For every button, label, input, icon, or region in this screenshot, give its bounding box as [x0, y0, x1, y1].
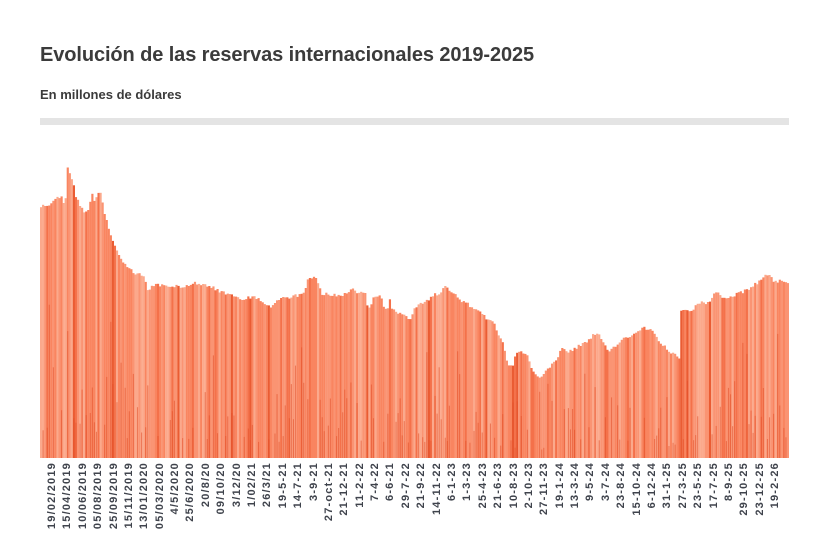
x-axis-tick-label: 29-10-25	[738, 462, 751, 516]
x-axis-tick-label: 27-oct-21	[322, 462, 335, 522]
x-axis-tick-label: 6-6-21	[384, 462, 397, 501]
x-axis-tick-label: 20/8/20	[199, 462, 212, 508]
x-axis-tick-label: 27-3-25	[676, 462, 689, 509]
x-axis-tick-label: 25/09/2019	[107, 462, 120, 530]
x-axis-tick-label: 3-7-24	[599, 462, 612, 501]
x-axis-tick-label: 26/3/21	[261, 462, 274, 508]
x-axis-tick-label: 10-8-23	[507, 462, 520, 509]
x-axis-tick-label: 05/03/2020	[153, 462, 166, 530]
x-axis-tick-label: 17-7-25	[707, 462, 720, 509]
x-axis-tick-label: 21-9-22	[415, 462, 428, 509]
x-axis-tick-label: 15-10-24	[630, 462, 643, 516]
x-axis-tick-label: 3/12/20	[230, 462, 243, 508]
x-axis-tick-label: 23-8-24	[615, 462, 628, 509]
x-axis-tick-label: 25-4-23	[476, 462, 489, 509]
x-axis-tick-label: 14-7-21	[292, 462, 305, 509]
page-title: Evolución de las reservas internacionale…	[40, 44, 535, 66]
x-axis-tick-label: 23-12-25	[753, 462, 766, 516]
header-divider	[40, 118, 789, 125]
x-axis-tick-label: 19/02/2019	[46, 462, 58, 530]
x-axis-tick-label: 14-11-22	[430, 462, 443, 516]
x-axis-tick-label: 2-10-23	[522, 462, 535, 509]
x-axis-tick-label: 10/06/2019	[76, 462, 89, 530]
x-axis-tick-label: 21-6-23	[492, 462, 505, 509]
x-axis-tick-label: 8-9-25	[722, 462, 735, 501]
reserves-bar-chart	[40, 167, 789, 458]
x-axis-tick-label: 19-5-21	[276, 462, 289, 509]
x-axis-tick-label: 4/5/2020	[169, 462, 182, 515]
x-axis-tick-label: 13-3-24	[569, 462, 581, 509]
x-axis-tick-label: 29-7-22	[399, 462, 412, 509]
x-axis-tick-label: 9-5-24	[584, 462, 597, 501]
x-axis-tick-label: 3-9-21	[307, 462, 320, 501]
x-axis-tick-label: 6-12-24	[645, 462, 658, 509]
x-axis-tick-label: 09/10/20	[215, 462, 228, 515]
x-axis-tick-label: 05/08/2019	[92, 462, 105, 530]
x-axis-tick-label: 6-1-23	[446, 462, 458, 501]
x-axis-tick-label: 31-1-25	[661, 462, 674, 509]
x-axis-tick-label: 15/04/2019	[61, 462, 74, 530]
x-axis-tick-label: 7-4-22	[369, 462, 381, 501]
x-axis-tick-label: 23-5-25	[692, 462, 705, 509]
x-axis-tick-label: 19-1-24	[553, 462, 566, 509]
page-subtitle: En millones de dólares	[40, 87, 182, 102]
x-axis-tick-label: 1/02/21	[246, 462, 258, 508]
x-axis-tick-label: 21-12-21	[338, 462, 351, 516]
x-axis-tick-label: 27-11-23	[538, 462, 551, 516]
x-axis-tick-label: 19-2-26	[769, 462, 781, 509]
x-axis-tick-label: 1-3-23	[461, 462, 474, 501]
x-axis-tick-label: 25/6/2020	[184, 462, 197, 522]
x-axis-tick-label: 11-2-22	[353, 462, 366, 508]
x-axis-tick-label: 13/01/2020	[138, 462, 151, 530]
x-axis-tick-label: 15/11/2019	[122, 462, 135, 529]
